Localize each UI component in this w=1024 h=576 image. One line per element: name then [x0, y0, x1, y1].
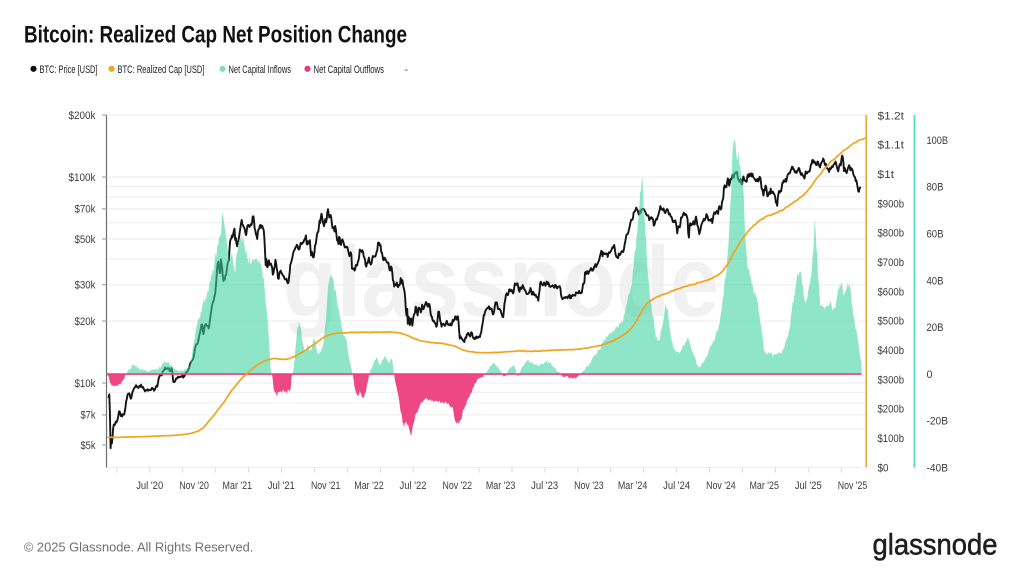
- svg-text:20B: 20B: [927, 322, 944, 334]
- svg-text:60B: 60B: [927, 229, 944, 241]
- svg-text:$900b: $900b: [878, 198, 905, 210]
- svg-text:Jul '24: Jul '24: [663, 480, 690, 492]
- svg-text:Jul '23: Jul '23: [531, 480, 558, 492]
- svg-text:$100b: $100b: [878, 433, 905, 445]
- svg-text:$50k: $50k: [75, 234, 96, 246]
- svg-text:Nov '20: Nov '20: [179, 480, 209, 492]
- svg-text:Mar '23: Mar '23: [486, 480, 516, 492]
- svg-text:$5k: $5k: [81, 440, 96, 452]
- svg-text:-40B: -40B: [927, 462, 949, 474]
- svg-text:$30k: $30k: [75, 280, 96, 292]
- svg-text:$7k: $7k: [81, 410, 96, 422]
- svg-text:$800b: $800b: [878, 228, 905, 240]
- svg-text:Nov '24: Nov '24: [706, 480, 736, 492]
- svg-text:$100k: $100k: [69, 172, 96, 184]
- svg-text:BTC: Price [USD]: BTC: Price [USD]: [40, 64, 98, 76]
- svg-text:$20k: $20k: [75, 316, 96, 328]
- svg-text:Nov '22: Nov '22: [443, 480, 473, 492]
- svg-text:$200k: $200k: [69, 110, 96, 122]
- svg-text:Nov '21: Nov '21: [311, 480, 341, 492]
- svg-text:Jul '21: Jul '21: [268, 480, 295, 492]
- svg-text:Jul '25: Jul '25: [795, 480, 822, 492]
- svg-text:Bitcoin: Realized Cap Net Posi: Bitcoin: Realized Cap Net Position Chang…: [24, 22, 407, 49]
- svg-text:-: -: [405, 64, 409, 76]
- svg-text:Nov '25: Nov '25: [838, 480, 868, 492]
- svg-text:Mar '22: Mar '22: [354, 480, 384, 492]
- svg-text:Mar '21: Mar '21: [223, 480, 253, 492]
- svg-text:Jul '22: Jul '22: [400, 480, 427, 492]
- svg-text:$1.2t: $1.2t: [878, 110, 905, 122]
- svg-text:$600b: $600b: [878, 286, 905, 298]
- svg-text:0: 0: [927, 369, 933, 381]
- svg-text:$700b: $700b: [878, 257, 905, 269]
- svg-text:$0: $0: [878, 462, 889, 474]
- svg-text:$400b: $400b: [878, 345, 905, 357]
- svg-text:Mar '25: Mar '25: [749, 480, 779, 492]
- svg-text:$1t: $1t: [878, 169, 895, 181]
- svg-text:BTC: Realized Cap [USD]: BTC: Realized Cap [USD]: [118, 64, 205, 76]
- svg-text:Net Capital Outflows: Net Capital Outflows: [314, 64, 385, 76]
- svg-text:Mar '24: Mar '24: [618, 480, 648, 492]
- svg-text:Nov '23: Nov '23: [574, 480, 604, 492]
- svg-text:$1.1t: $1.1t: [878, 140, 905, 152]
- svg-text:$70k: $70k: [75, 204, 96, 216]
- svg-text:Jul '20: Jul '20: [136, 480, 163, 492]
- svg-text:$10k: $10k: [75, 378, 96, 390]
- svg-text:Net Capital Inflows: Net Capital Inflows: [229, 64, 292, 76]
- svg-text:© 2025 Glassnode. All Rights R: © 2025 Glassnode. All Rights Reserved.: [24, 540, 254, 555]
- svg-text:$300b: $300b: [878, 374, 905, 386]
- svg-text:$200b: $200b: [878, 404, 905, 416]
- svg-text:$500b: $500b: [878, 316, 905, 328]
- svg-text:80B: 80B: [927, 182, 944, 194]
- svg-text:-20B: -20B: [927, 416, 949, 428]
- svg-text:glassnode: glassnode: [873, 529, 998, 562]
- svg-text:100B: 100B: [927, 135, 949, 147]
- svg-text:40B: 40B: [927, 275, 944, 287]
